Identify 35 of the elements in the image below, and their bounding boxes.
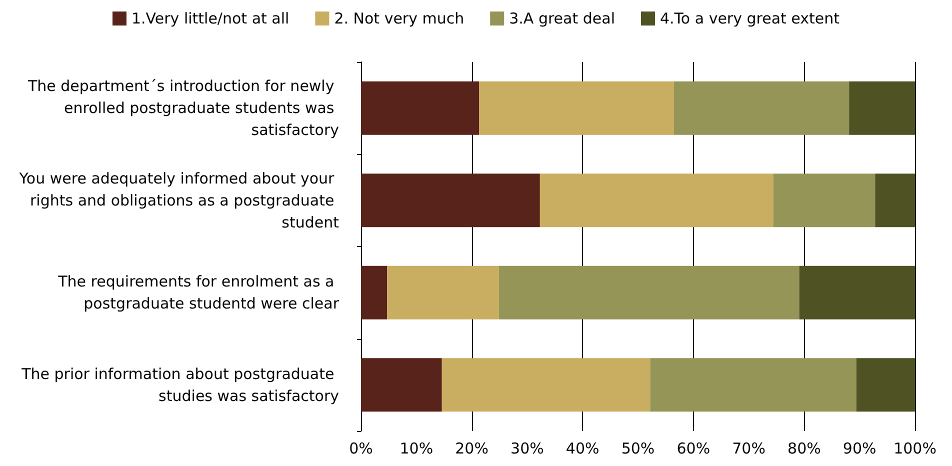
bar: [361, 174, 540, 228]
x-tick-label: 20%: [455, 440, 488, 458]
bar: [361, 266, 388, 320]
bar: [498, 266, 800, 320]
x-tick-label: 30%: [510, 440, 544, 458]
x-tick-label: 90%: [842, 440, 876, 458]
legend-label: 1.Very little/not at all: [131, 10, 290, 28]
x-tick-label: 50%: [621, 440, 655, 458]
bar: [442, 358, 650, 412]
x-tick-label: 80%: [788, 440, 821, 458]
bar: [650, 358, 856, 412]
x-tick-label: 100%: [894, 440, 936, 458]
bar: [799, 266, 915, 320]
x-tick-label: 0%: [349, 440, 373, 458]
legend-label: 2. Not very much: [334, 10, 464, 28]
y-tick-label: The requirements for enrolment as a postgraduate studentd were clear: [57, 272, 340, 313]
bar: [361, 358, 442, 412]
bar: [479, 81, 674, 135]
legend-label: 4.To a very great extent: [660, 10, 840, 28]
x-tick-label: 10%: [400, 440, 434, 458]
bar: [773, 174, 876, 228]
y-tick-label: You were adequately informed about your rights and obligations as a postgraduate student: [18, 169, 340, 232]
x-tick-label: 60%: [676, 440, 710, 458]
bar: [387, 266, 499, 320]
bar: [856, 358, 915, 412]
y-tick-label: The prior information about postgraduate studies was satisfactory: [20, 364, 340, 405]
legend-label: 3.A great deal: [509, 10, 615, 28]
bar: [540, 174, 774, 228]
bar: [674, 81, 850, 135]
y-tick-label: The department´s introduction for newly enrolled postgraduate students was satisfactory: [26, 77, 340, 140]
bar: [361, 81, 479, 135]
x-tick-label: 40%: [566, 440, 600, 458]
x-tick-label: 70%: [732, 440, 766, 458]
bar: [875, 174, 915, 228]
bar: [849, 81, 915, 135]
